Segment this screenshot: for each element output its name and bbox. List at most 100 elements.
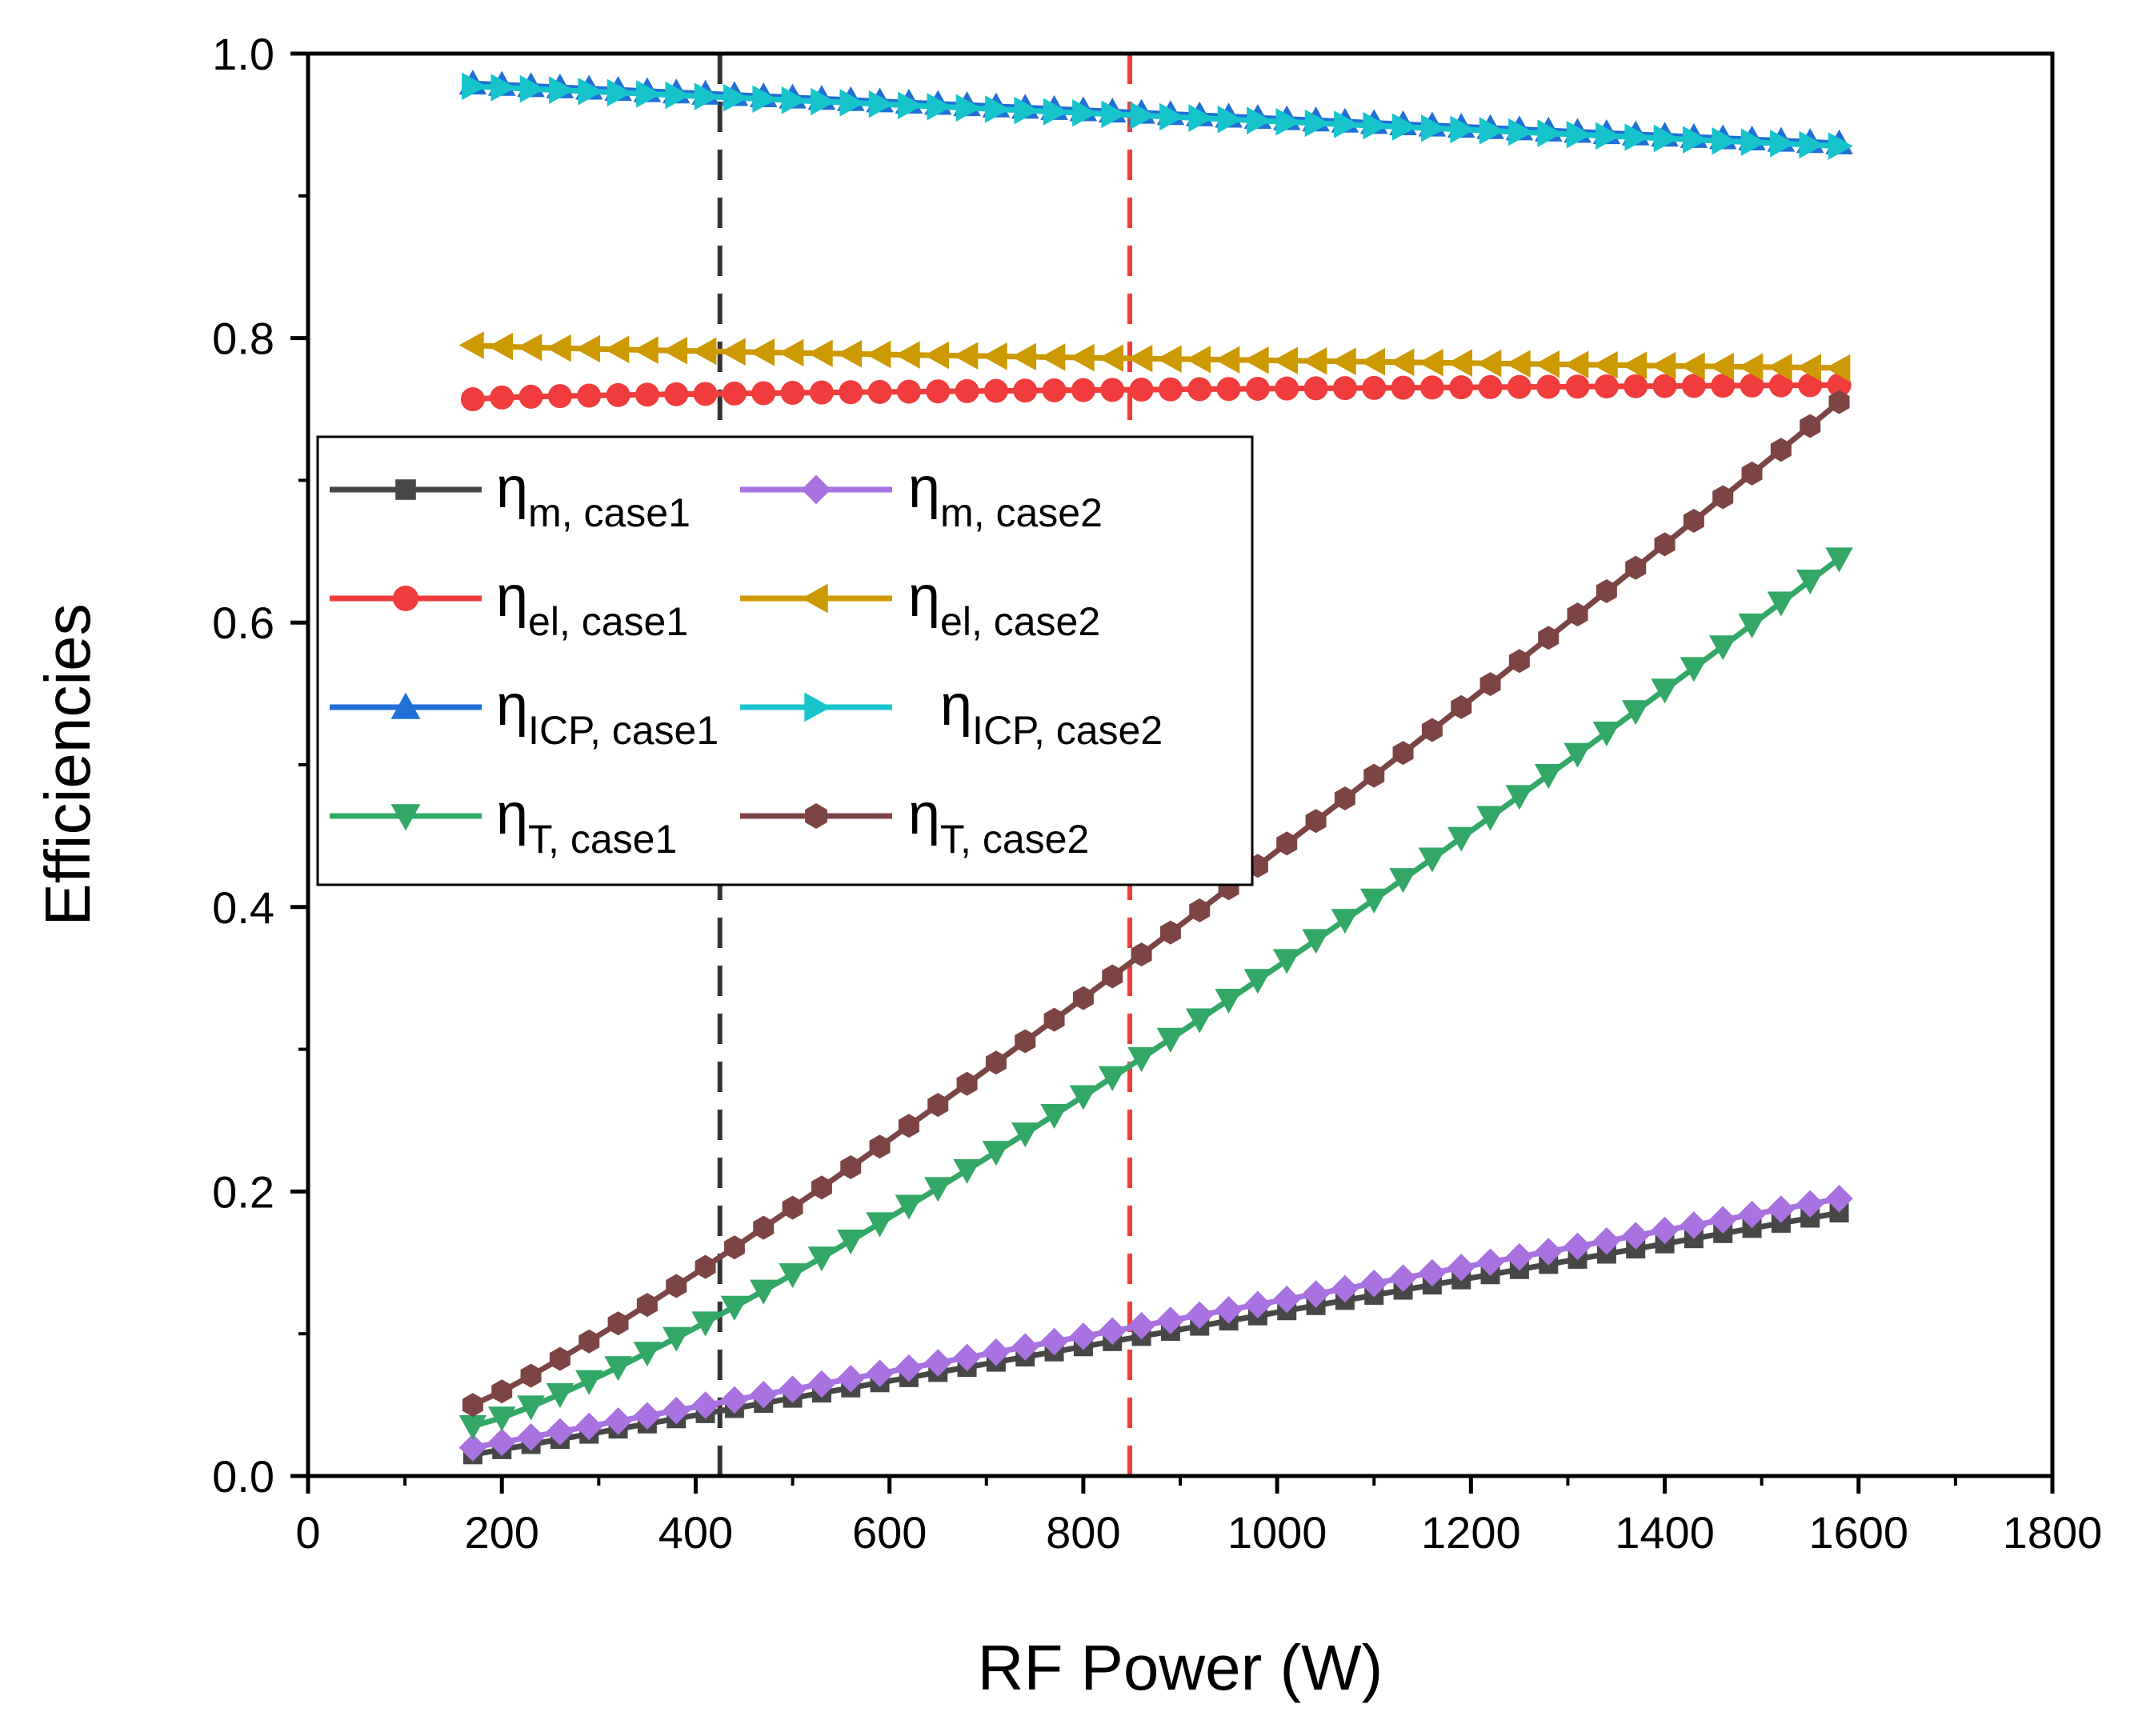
data-point [1621,700,1650,726]
data-point [1450,115,1475,144]
data-point [1391,375,1415,400]
data-point [1127,1046,1155,1072]
data-point [720,1386,749,1414]
data-point [604,335,630,364]
data-point [1187,377,1212,402]
x-tick-label: 0 [295,1507,320,1558]
data-point [1624,123,1650,151]
data-point [1098,344,1124,372]
data-point [665,81,691,110]
data-point [1185,345,1211,374]
data-point [1796,354,1822,382]
data-point [779,338,804,367]
data-point [953,342,979,370]
x-tick-label: 1400 [1615,1507,1715,1558]
data-point [1011,1333,1039,1361]
x-tick-label: 600 [852,1507,927,1558]
data-point [1478,374,1503,399]
data-point [1243,969,1272,994]
data-point [1359,888,1388,914]
data-point [662,1396,691,1425]
data-point [575,1412,603,1441]
data-point [1127,344,1153,373]
data-point [575,334,601,363]
data-point [518,384,543,409]
data-point [1654,532,1676,557]
x-tick-label: 1000 [1227,1507,1327,1558]
data-point [1565,374,1590,399]
data-point [1302,929,1330,954]
data-point [1711,374,1736,398]
data-point [1825,547,1853,573]
data-point [1421,114,1447,142]
legend-label: ηT, case1 [496,782,677,862]
data-point [1156,1306,1185,1334]
data-point [1040,1327,1068,1356]
data-point [1272,1285,1301,1314]
data-point [779,1263,807,1289]
data-point [1476,350,1502,378]
data-point [633,1342,662,1367]
data-point [1011,342,1037,371]
data-point [1389,348,1415,377]
data-point [575,1370,603,1395]
data-point [1621,351,1648,379]
data-point [1653,124,1679,153]
data-point [1332,376,1357,401]
data-point [695,1254,716,1279]
data-point [1447,1254,1475,1282]
data-point [1334,110,1359,138]
data-point [811,87,836,116]
data-point [1566,121,1591,149]
data-point [1681,374,1706,398]
data-point [519,74,545,103]
data-point [1479,117,1504,145]
legend-label: ηICP, case2 [940,674,1163,753]
data-point [923,341,950,370]
data-point [1276,831,1298,856]
data-point [1418,1258,1447,1287]
data-point [578,77,603,106]
data-point [801,474,831,505]
data-point [780,381,805,406]
legend-label: ηel, case2 [908,565,1100,644]
data-point [1185,1301,1214,1330]
legend-label: ηel, case1 [496,565,688,644]
data-point [1651,678,1679,704]
data-point [1158,377,1183,402]
data-point [923,1177,952,1202]
data-point [1272,346,1299,375]
data-point [1216,377,1241,402]
data-point [393,586,418,611]
data-point [1072,986,1094,1010]
data-point [868,90,894,118]
data-point [666,1274,687,1298]
series-ICP-case1 [458,70,1853,154]
data-point [1738,1200,1766,1229]
series-ICP-case2 [462,72,1853,160]
data-point [811,1175,832,1200]
data-point [1479,672,1501,697]
data-point [1040,1103,1068,1129]
data-point [866,1359,894,1388]
data-point [606,382,631,407]
data-point [1098,1066,1127,1091]
data-point [1592,1227,1621,1255]
data-point [1738,613,1766,638]
y-tick-label: 0.8 [212,314,274,364]
x-tick-label: 800 [1046,1507,1120,1558]
data-point [460,387,485,412]
legend-box [316,435,1254,886]
x-tick-label: 400 [659,1507,733,1558]
data-point [1042,378,1067,402]
data-point [866,340,891,369]
data-point [1362,375,1387,400]
data-point [982,342,1007,370]
data-point [1825,1185,1853,1213]
data-point [836,340,863,368]
data-point [1827,373,1852,398]
data-point [779,1375,807,1403]
data-point [458,1434,487,1462]
data-point [809,380,834,405]
data-point [487,332,514,361]
